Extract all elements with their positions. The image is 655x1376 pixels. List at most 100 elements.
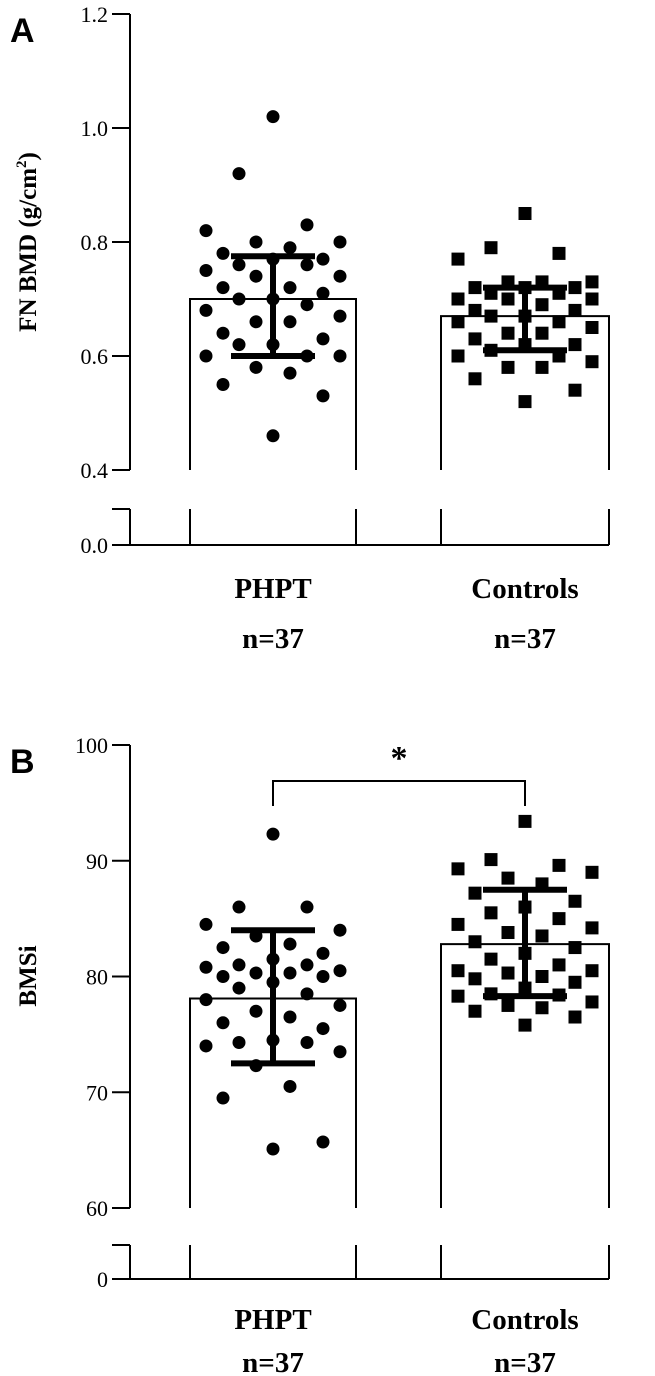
data-point — [568, 383, 582, 397]
data-point — [216, 326, 230, 340]
data-point — [535, 326, 549, 340]
data-point — [216, 970, 230, 983]
data-point — [199, 349, 213, 363]
n-label: n=37 — [242, 623, 304, 655]
data-point — [199, 303, 213, 317]
data-point — [333, 923, 347, 937]
y-axis-title-close: ) — [15, 152, 42, 160]
data-point — [300, 218, 314, 232]
data-point — [552, 912, 566, 926]
data-point — [451, 917, 465, 931]
data-point — [283, 241, 297, 255]
data-point — [283, 937, 297, 951]
data-point — [518, 1018, 532, 1032]
y-tick-label: 70 — [86, 1080, 108, 1105]
data-point — [484, 952, 498, 966]
data-point — [585, 321, 599, 334]
data-point — [451, 292, 465, 306]
y-axis-title: FN BMD (g/cm2) — [14, 152, 42, 332]
data-point — [484, 853, 498, 867]
data-point — [535, 929, 549, 943]
panel-a-label: A — [10, 12, 35, 50]
data-point — [333, 349, 347, 363]
data-point — [249, 1004, 263, 1018]
data-point — [535, 360, 549, 374]
y-axis-title: BMSi — [15, 945, 42, 1006]
data-point — [316, 946, 330, 960]
data-point — [585, 865, 599, 879]
data-point — [283, 366, 297, 380]
category-label: Controls — [471, 1304, 578, 1336]
data-point — [232, 900, 246, 914]
data-point — [568, 303, 582, 317]
data-point — [232, 338, 246, 352]
data-point — [451, 862, 465, 876]
data-point — [585, 292, 599, 306]
data-point — [468, 332, 482, 346]
panel-b-label: B — [10, 743, 35, 781]
data-point — [266, 1142, 280, 1156]
data-point — [266, 429, 280, 443]
data-point — [283, 281, 297, 295]
data-point — [316, 970, 330, 983]
data-point — [468, 972, 482, 986]
data-point — [333, 235, 347, 249]
data-point — [333, 309, 347, 323]
data-point — [232, 292, 246, 306]
data-point — [316, 389, 330, 403]
data-point — [216, 941, 230, 955]
data-point — [468, 886, 482, 900]
data-point — [484, 241, 498, 255]
significance-bracket — [272, 780, 526, 806]
data-point — [585, 964, 599, 978]
data-point — [249, 360, 263, 374]
data-point — [501, 326, 515, 340]
data-point — [232, 958, 246, 972]
data-point — [468, 303, 482, 317]
data-point — [300, 987, 314, 1001]
data-point — [333, 998, 347, 1012]
data-point — [232, 981, 246, 995]
data-point — [484, 309, 498, 323]
data-point — [199, 264, 213, 277]
significance-star: * — [391, 740, 408, 777]
data-point — [316, 1135, 330, 1149]
y-tick-label: 90 — [86, 849, 108, 874]
data-point — [552, 315, 566, 329]
data-point — [451, 315, 465, 329]
data-point — [501, 871, 515, 885]
data-point — [552, 858, 566, 872]
data-point — [568, 338, 582, 352]
data-point — [451, 989, 465, 1003]
data-point — [501, 966, 515, 980]
data-point — [585, 995, 599, 1009]
data-point — [333, 964, 347, 978]
data-point — [199, 917, 213, 931]
data-point — [316, 252, 330, 266]
data-point — [501, 360, 515, 374]
data-point — [535, 1001, 549, 1015]
data-point — [451, 964, 465, 978]
data-point — [468, 281, 482, 295]
data-point — [216, 1091, 230, 1105]
data-point — [585, 355, 599, 369]
panel-b: B 100 90 80 70 60 0 BMSi PHPT n=37 Controls n=37 * — [10, 733, 610, 1376]
data-point — [535, 298, 549, 312]
y-tick-label: 1.2 — [81, 2, 109, 27]
category-label: Controls — [471, 573, 578, 605]
data-point — [199, 224, 213, 238]
data-point — [316, 332, 330, 346]
data-point — [451, 349, 465, 363]
data-point — [300, 958, 314, 972]
data-point — [283, 315, 297, 329]
category-label: PHPT — [234, 573, 311, 605]
data-point — [300, 900, 314, 914]
data-point — [333, 1045, 347, 1059]
y-tick-label: 0.8 — [81, 230, 109, 255]
data-point — [199, 993, 213, 1007]
data-point — [518, 814, 532, 828]
data-point — [316, 286, 330, 300]
data-point — [451, 252, 465, 266]
data-point — [216, 246, 230, 260]
